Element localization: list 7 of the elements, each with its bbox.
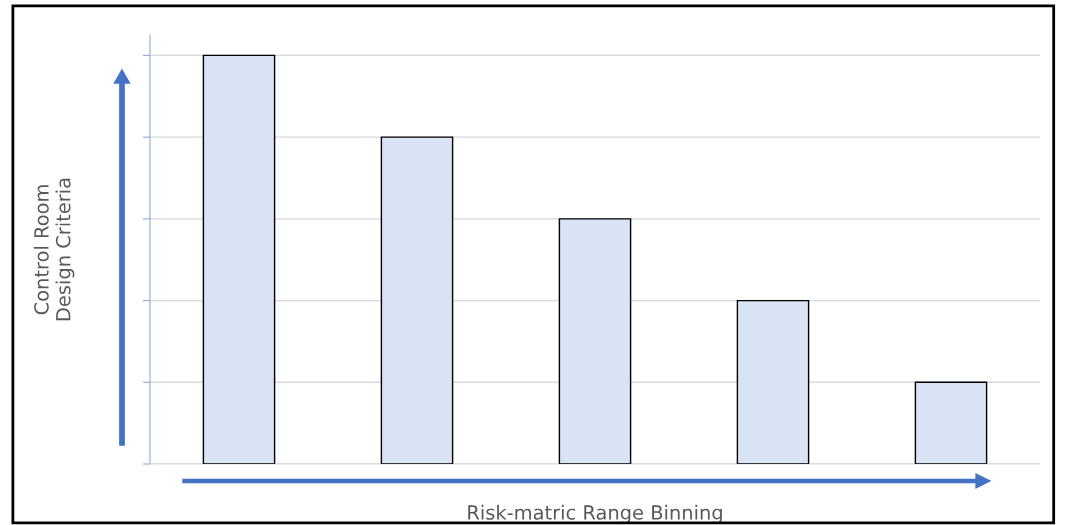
x-axis-title: Risk-matric Range Binning	[468, 504, 722, 524]
bar	[558, 218, 632, 464]
bar	[914, 381, 988, 464]
bar	[736, 299, 810, 464]
bar	[380, 136, 454, 464]
bar	[202, 54, 276, 464]
y-axis-title: Control Room Design Criteria	[33, 178, 75, 321]
